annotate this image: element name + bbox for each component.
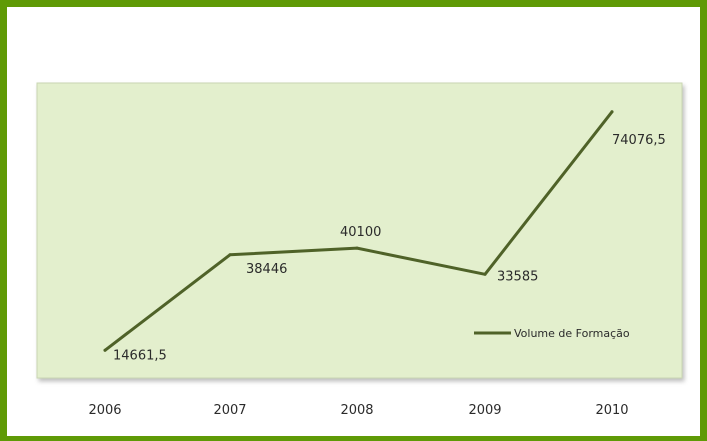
- x-tick-label-2010: 2010: [595, 403, 628, 418]
- x-tick-label-2009: 2009: [468, 403, 501, 418]
- data-label-2006: 14661,5: [113, 348, 167, 363]
- data-point-2010: [610, 110, 614, 114]
- data-point-2008: [355, 246, 359, 250]
- x-axis-ticks: 2006 2007 2008 2009 2010: [88, 403, 628, 418]
- x-tick-label-2007: 2007: [213, 403, 246, 418]
- data-point-2006: [103, 348, 107, 352]
- data-point-2009: [483, 272, 487, 276]
- x-tick-label-2006: 2006: [88, 403, 121, 418]
- plot-area: [36, 82, 683, 379]
- legend-label-volume-de-formacao: Volume de Formação: [514, 327, 630, 340]
- data-label-2007: 38446: [246, 262, 287, 277]
- data-point-2007: [228, 253, 232, 257]
- x-tick-label-2008: 2008: [340, 403, 373, 418]
- data-labels: 14661,5 38446 40100 33585 74076,5: [113, 133, 666, 363]
- data-label-2010: 74076,5: [612, 133, 666, 148]
- data-label-2009: 33585: [497, 269, 538, 284]
- data-label-2008: 40100: [340, 225, 381, 240]
- series-layer: [103, 110, 614, 352]
- legend: Volume de Formação: [474, 327, 630, 340]
